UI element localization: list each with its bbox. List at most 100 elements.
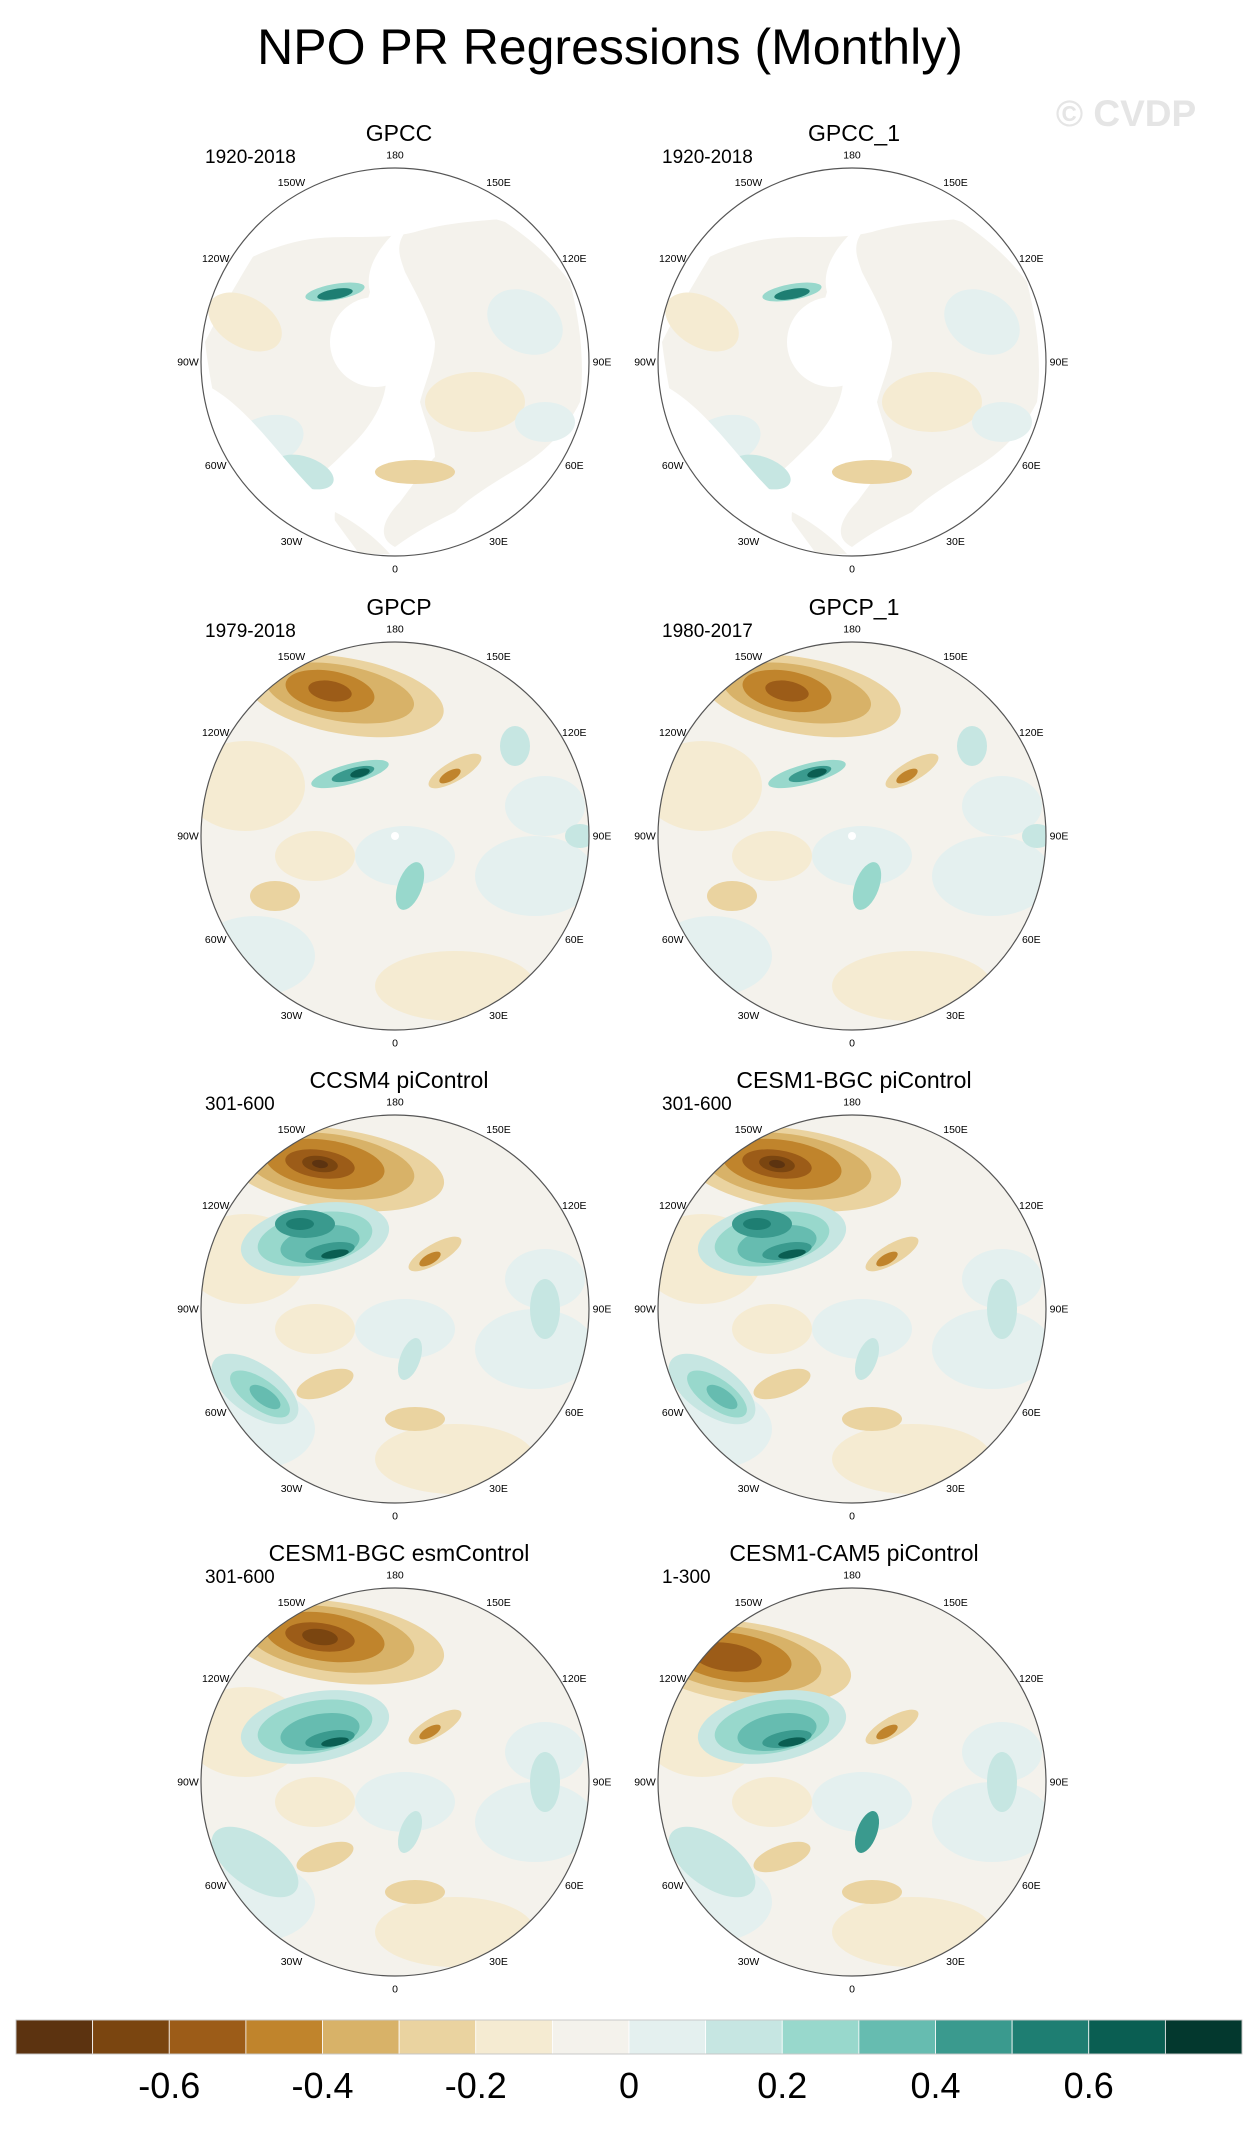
longitude-label: 120E [1019,1200,1044,1212]
longitude-label: 30E [489,536,508,548]
longitude-label: 150W [735,651,763,663]
longitude-label: 120E [1019,1673,1044,1685]
longitude-label: 90W [177,831,199,843]
colorbar: -0.6 -0.4 -0.2 0 0.2 0.4 0.6 [15,2019,1243,2106]
map-panels: 180 150E 120E 90E 60E 30E 0 30W 60W 90W 120W 150W GP… [177,120,1068,1996]
regression-field [658,1588,1046,1976]
regression-field [658,168,1046,556]
longitude-label: 60W [662,1407,684,1419]
longitude-label: 180 [386,150,404,162]
map-panel: 180 150E 120E 90E 60E 30E 0 30W 60W 90W 120W 150W CE… [634,1540,1068,1996]
longitude-label: 180 [843,150,861,162]
colorbar-swatch [1088,2019,1166,2055]
colorbar-swatch [858,2019,936,2055]
longitude-label: 180 [386,1097,404,1109]
panel-period: 1920-2018 [205,147,296,168]
longitude-label: 90W [177,1304,199,1316]
longitude-label: 30E [946,1010,965,1022]
colorbar-swatch [398,2019,477,2055]
longitude-label: 60E [1022,1407,1041,1419]
longitude-label: 90E [1050,831,1069,843]
colorbar-swatch [168,2019,247,2055]
colorbar-tick-label: -0.2 [445,2065,507,2106]
longitude-label: 120W [659,1200,687,1212]
longitude-label: 120E [562,727,587,739]
longitude-label: 90W [634,1777,656,1789]
longitude-label: 60E [565,1407,584,1419]
longitude-label: 120E [562,1200,587,1212]
longitude-label: 0 [849,1038,855,1050]
longitude-label: 30E [946,536,965,548]
longitude-label: 30W [281,1010,303,1022]
longitude-label: 60W [205,1407,227,1419]
map-panel: 180 150E 120E 90E 60E 30E 0 30W 60W 90W 120W 150W CC… [177,1067,611,1523]
map-panel: 180 150E 120E 90E 60E 30E 0 30W 60W 90W 120W 150W GP… [177,120,611,576]
longitude-label: 0 [849,1511,855,1523]
longitude-label: 150W [735,177,763,189]
colorbar-swatch [475,2019,553,2055]
longitude-label: 180 [843,1570,861,1582]
colorbar-swatch [15,2019,94,2055]
colorbar-swatch [1011,2019,1090,2055]
map-panel: 180 150E 120E 90E 60E 30E 0 30W 60W 90W 120W 150W GP… [634,594,1068,1050]
panel-period: 1980-2017 [662,621,753,642]
longitude-label: 90E [1050,1304,1069,1316]
regression-field [201,642,589,1030]
colorbar-swatch [781,2019,860,2055]
longitude-label: 30W [738,1483,760,1495]
longitude-label: 150E [943,651,968,663]
panel-title: CCSM4 piControl [310,1067,489,1093]
longitude-label: 30E [946,1956,965,1968]
longitude-label: 60E [1022,1880,1041,1892]
map-panel: 180 150E 120E 90E 60E 30E 0 30W 60W 90W 120W 150W CE… [177,1540,611,1996]
longitude-label: 0 [392,564,398,576]
longitude-label: 90W [634,357,656,369]
colorbar-swatch [322,2019,400,2055]
longitude-label: 90E [593,831,612,843]
panel-period: 1920-2018 [662,147,753,168]
longitude-label: 120E [562,253,587,265]
colorbar-tick-label: 0 [619,2065,639,2106]
colorbar-swatch [1164,2019,1243,2055]
longitude-label: 150W [735,1597,763,1609]
longitude-label: 120W [202,727,230,739]
panel-title: CESM1-BGC piControl [736,1067,971,1093]
longitude-label: 150E [486,1124,511,1136]
panel-title: CESM1-BGC esmControl [269,1540,530,1566]
longitude-label: 150E [943,1597,968,1609]
map-panel: 180 150E 120E 90E 60E 30E 0 30W 60W 90W 120W 150W CE… [634,1067,1068,1523]
longitude-label: 0 [849,564,855,576]
longitude-label: 90E [593,357,612,369]
longitude-label: 120W [202,1673,230,1685]
longitude-label: 0 [392,1511,398,1523]
panel-period: 301-600 [205,1567,275,1588]
panel-title: CESM1-CAM5 piControl [729,1540,978,1566]
longitude-label: 30E [489,1010,508,1022]
longitude-label: 150E [486,177,511,189]
longitude-label: 30W [281,1956,303,1968]
longitude-label: 30E [946,1483,965,1495]
map-panel: 180 150E 120E 90E 60E 30E 0 30W 60W 90W 120W 150W GP… [634,120,1068,576]
colorbar-swatch [935,2019,1013,2055]
panel-title: GPCP_1 [809,594,900,620]
longitude-label: 150E [486,651,511,663]
longitude-label: 60W [662,460,684,472]
longitude-label: 60E [565,460,584,472]
colorbar-swatch [92,2019,170,2055]
longitude-label: 120W [659,253,687,265]
panel-title: GPCC_1 [808,120,900,146]
longitude-label: 120E [562,1673,587,1685]
colorbar-tick-label: -0.6 [138,2065,200,2106]
longitude-label: 150W [278,651,306,663]
longitude-label: 150W [278,1124,306,1136]
longitude-label: 60W [205,460,227,472]
longitude-label: 90W [177,1777,199,1789]
longitude-label: 120E [1019,727,1044,739]
longitude-label: 150E [486,1597,511,1609]
longitude-label: 90W [634,1304,656,1316]
longitude-label: 30E [489,1483,508,1495]
colorbar-tick-label: 0.6 [1064,2065,1114,2106]
longitude-label: 120W [659,1673,687,1685]
longitude-label: 0 [849,1984,855,1996]
